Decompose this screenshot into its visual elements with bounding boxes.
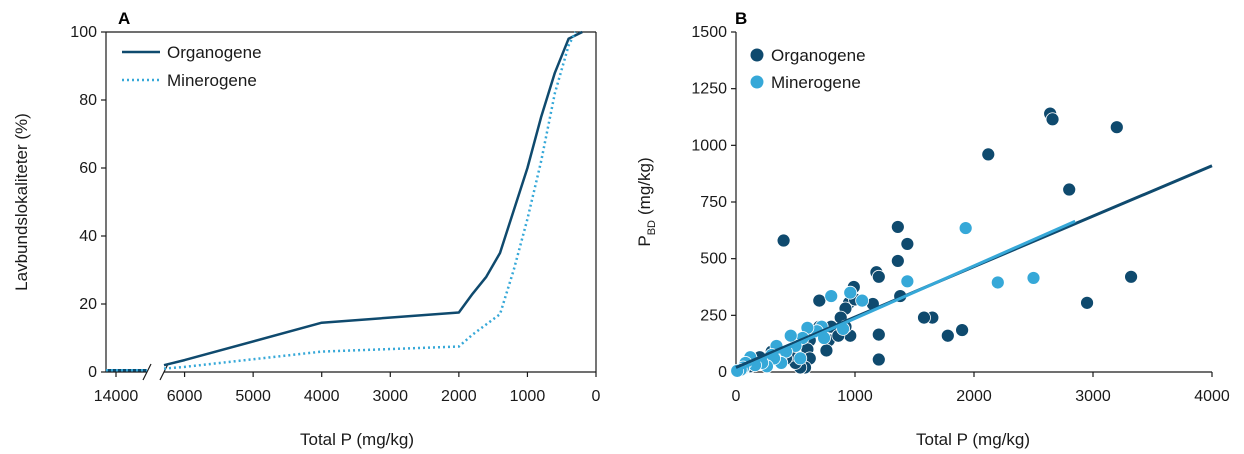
panel-a-xlabel: Total P (mg/kg) — [300, 430, 414, 449]
panel-b-point-organogene — [940, 328, 955, 343]
panel-b-point-organogene — [871, 352, 886, 367]
panel-b-plot: 0 250 500 750 1000 1250 1500 0 1000 2000 3000 4000 O… — [691, 24, 1229, 405]
panel-b-legend-marker-organogene — [750, 48, 764, 62]
panel-a-ylabel: Lavbundslokaliteter (%) — [12, 113, 31, 291]
panel-b-point-organogene — [1062, 182, 1077, 197]
panel-a-series-minerogene — [163, 31, 577, 370]
panel-b-ylabel-main: P — [635, 235, 654, 246]
panel-a-y-tick-label: 0 — [88, 364, 97, 381]
panel-b-y-tick-label: 1000 — [691, 137, 727, 154]
panel-a-legend-label-organogene: Organogene — [167, 43, 262, 62]
panel-b-y-tick-label: 0 — [718, 364, 727, 381]
panel-b-point-minerogene — [990, 275, 1005, 290]
panel-b-regression-minerogene — [735, 219, 1076, 373]
panel-b-y-tick-label: 1250 — [691, 81, 727, 98]
panel-b: B 0 250 500 750 1000 1250 1500 0 1000 2000 3000 400… — [635, 9, 1230, 449]
panel-a-axis-break-mark — [159, 363, 169, 381]
panel-b-point-minerogene — [1026, 271, 1041, 285]
panel-b-y-tick-label: 750 — [700, 194, 727, 211]
panel-b-point-organogene — [1045, 112, 1060, 127]
panel-b-x-tick-label: 0 — [732, 388, 741, 405]
panel-b-ylabel-sub: BD — [646, 220, 658, 235]
panel-a-y-tick-label: 20 — [79, 296, 97, 313]
panel-a-x-tick-label: 1000 — [510, 388, 546, 405]
panel-b-point-organogene — [871, 327, 886, 342]
panel-a-y-tick-label: 100 — [70, 24, 97, 41]
panel-a-x-tick-label: 3000 — [372, 388, 408, 405]
panel-b-point-organogene — [871, 269, 886, 284]
panel-b-point-minerogene — [958, 221, 973, 235]
panel-b-y-tick-label: 250 — [700, 307, 727, 324]
panel-b-point-minerogene — [843, 285, 858, 300]
panel-a-y-tick-label: 40 — [79, 228, 97, 245]
panel-b-point-organogene — [890, 254, 905, 268]
panel-a-x-tick-label: 4000 — [304, 388, 340, 405]
panel-b-y-tick-label: 500 — [700, 251, 727, 268]
panel-b-point-organogene — [812, 293, 827, 308]
panel-b-x-tick-label: 4000 — [1194, 388, 1230, 405]
panel-b-point-organogene — [776, 233, 791, 248]
panel-b-x-tick-label: 2000 — [956, 388, 992, 405]
panel-b-point-organogene — [917, 310, 931, 325]
panel-a-x-tick-label: 6000 — [167, 388, 203, 405]
panel-a-y-tick-label: 60 — [79, 160, 97, 177]
panel-b-xlabel: Total P (mg/kg) — [916, 430, 1030, 449]
panel-b-point-organogene — [981, 147, 996, 162]
panel-a-x-tick-label: 14000 — [94, 388, 139, 405]
panel-b-point-organogene — [955, 323, 969, 337]
panel-b-ylabel: PBD (mg/kg) — [635, 157, 658, 246]
panel-b-x-tick-label: 1000 — [837, 388, 873, 405]
panel-a-x-tick-label: 5000 — [235, 388, 271, 405]
panel-b-point-minerogene — [793, 351, 808, 366]
panel-b-point-organogene — [1124, 269, 1138, 284]
panel-a-axis-break-mark — [142, 363, 152, 381]
panel-b-legend-label-minerogene: Minerogene — [771, 73, 861, 92]
panel-a-label: A — [118, 9, 130, 28]
panel-b-point-minerogene — [900, 274, 915, 289]
panel-b-y-tick-label: 1500 — [691, 24, 727, 41]
panel-b-point-organogene — [900, 237, 915, 251]
panel-a-x-tick-label: 2000 — [441, 388, 477, 405]
panel-b-point-minerogene — [855, 293, 870, 308]
panel-b-label: B — [735, 9, 747, 28]
panel-a-plot: 0 20 40 60 80 100 14000 6000 5000 4000 3000 2000 100… — [70, 24, 600, 405]
svg-text:PBD(mg/kg): PBD (mg/kg) — [635, 157, 658, 246]
panel-a-y-tick-label: 80 — [79, 92, 97, 109]
panel-b-point-organogene — [1109, 120, 1124, 135]
panel-b-point-minerogene — [783, 328, 798, 343]
panel-b-point-organogene — [890, 220, 905, 234]
panel-a-x-tick-label: 0 — [592, 388, 601, 405]
panel-b-x-tick-label: 3000 — [1075, 388, 1111, 405]
panel-a-series-organogene — [163, 30, 583, 367]
panel-b-point-minerogene — [824, 289, 839, 303]
panel-b-legend-marker-minerogene — [750, 75, 764, 89]
panel-b-legend-label-organogene: Organogene — [771, 46, 866, 65]
panel-b-ylabel-unit: (mg/kg) — [635, 157, 654, 215]
panel-a: A 0 20 40 60 80 100 14000 6000 5000 4000 3000 2000 1… — [12, 9, 601, 449]
panel-b-point-organogene — [1080, 295, 1094, 310]
panel-a-legend-label-minerogene: Minerogene — [167, 71, 257, 90]
panel-b-point-organogene — [819, 343, 834, 358]
